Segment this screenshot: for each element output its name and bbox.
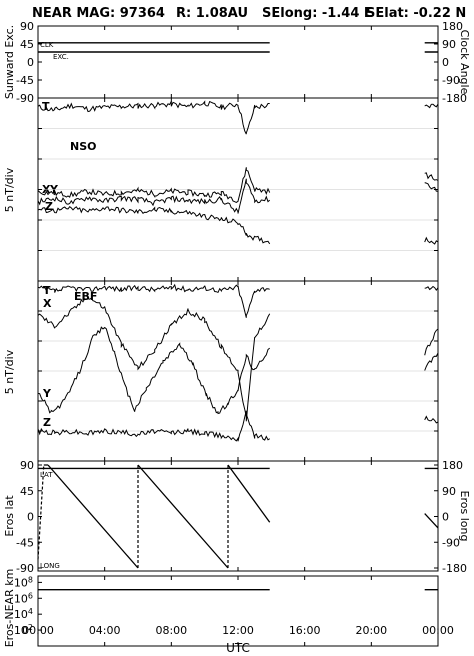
y-tick-label: 0 — [27, 56, 34, 69]
nso-label-t: T — [42, 100, 50, 113]
ebf-label-z: Z — [43, 416, 51, 429]
ylabel-eros-lat: Eros lat — [3, 495, 16, 537]
ebf-label-t: T — [43, 284, 51, 297]
y-tick-label: 104 — [14, 607, 33, 621]
xlabel-utc: UTC — [226, 641, 250, 655]
y2-tick-label: -90 — [442, 74, 460, 87]
y-tick-label: -90 — [16, 562, 34, 575]
y2-tick-label: 90 — [442, 38, 456, 51]
nso-series-t — [37, 100, 439, 135]
panel-frame-eros-position — [37, 460, 439, 572]
y2label-clock-angle: Clock Angle — [458, 30, 471, 95]
y-tick-label: -90 — [16, 92, 34, 105]
x-tick-label: 16:00 — [289, 624, 321, 637]
nso-label-z: Z — [45, 200, 53, 213]
y-tick-label: 45 — [20, 38, 34, 51]
ylabel-nso: 5 nT/div — [3, 167, 16, 212]
label-clk: CLK — [40, 41, 54, 49]
nso-series-z — [37, 206, 439, 245]
y-tick-label: 106 — [14, 591, 33, 605]
x-tick-label: 00:00 — [422, 624, 454, 637]
y-tick-label: 45 — [20, 485, 34, 498]
y-tick-label: 90 — [20, 459, 34, 472]
title-distance: R: 1.08AU — [176, 6, 248, 21]
y2-tick-label: 0 — [442, 56, 449, 69]
y-tick-label: -45 — [16, 536, 34, 549]
nso-series-y — [37, 178, 439, 214]
y2-tick-label: -180 — [442, 92, 467, 105]
y2-tick-label: 90 — [442, 485, 456, 498]
label-lat: LAT — [40, 471, 53, 479]
ebf-series-x — [37, 297, 439, 422]
panel-label-ebf: EBF — [74, 290, 97, 303]
panel-label-nso: NSO — [70, 140, 96, 153]
y-tick-label: 90 — [20, 20, 34, 33]
ebf-series-t — [37, 283, 439, 318]
title-mission: NEAR MAG: 97364 — [32, 6, 165, 21]
label-long: LONG — [40, 562, 60, 570]
title-selat: SElat: -0.22 N — [366, 6, 466, 21]
series-line-long — [43, 464, 439, 569]
ylabel-sunward: Sunward Exc. — [3, 25, 16, 99]
y-tick-label: 108 — [14, 575, 33, 589]
series-line-long-wrap — [37, 464, 229, 568]
y-tick-label: -45 — [16, 74, 34, 87]
y2label-eros-long: Eros long — [458, 491, 471, 542]
ebf-label-x: X — [43, 297, 52, 310]
x-tick-label: 04:00 — [89, 624, 121, 637]
ebf-series-y — [37, 326, 439, 415]
y2-tick-label: 180 — [442, 20, 463, 33]
ylabel-eros-distance: Eros-NEAR km — [3, 569, 16, 648]
nso-series-x — [37, 167, 439, 203]
title-selong: SElong: -1.44 E — [262, 6, 373, 21]
y-tick-label: 0 — [27, 511, 34, 524]
y2-tick-label: 180 — [442, 459, 463, 472]
label-exc: EXC. — [53, 53, 69, 61]
panel-frame-sunward — [37, 25, 439, 99]
y2-tick-label: -90 — [442, 536, 460, 549]
x-tick-label: 20:00 — [355, 624, 387, 637]
x-tick-label: 08:00 — [155, 624, 187, 637]
ebf-label-y: Y — [42, 387, 52, 400]
ebf-series-z — [37, 410, 439, 442]
y2-tick-label: -180 — [442, 562, 467, 575]
ylabel-ebf: 5 nT/div — [3, 349, 16, 394]
x-tick-label: 12:00 — [222, 624, 254, 637]
y2-tick-label: 0 — [442, 511, 449, 524]
